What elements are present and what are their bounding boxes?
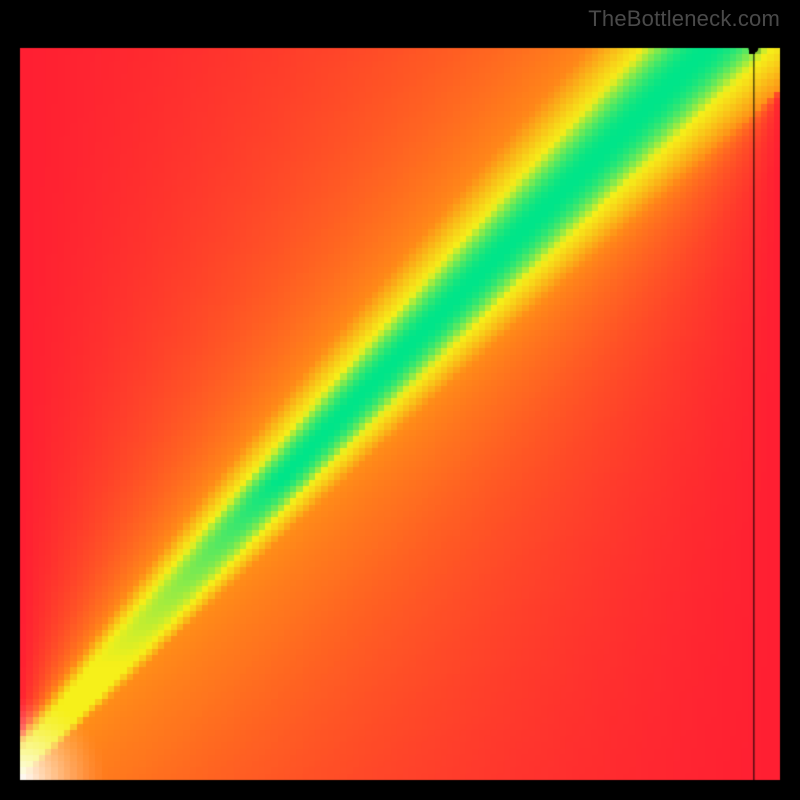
watermark-text: TheBottleneck.com: [588, 6, 780, 32]
bottleneck-heatmap: [0, 0, 800, 800]
